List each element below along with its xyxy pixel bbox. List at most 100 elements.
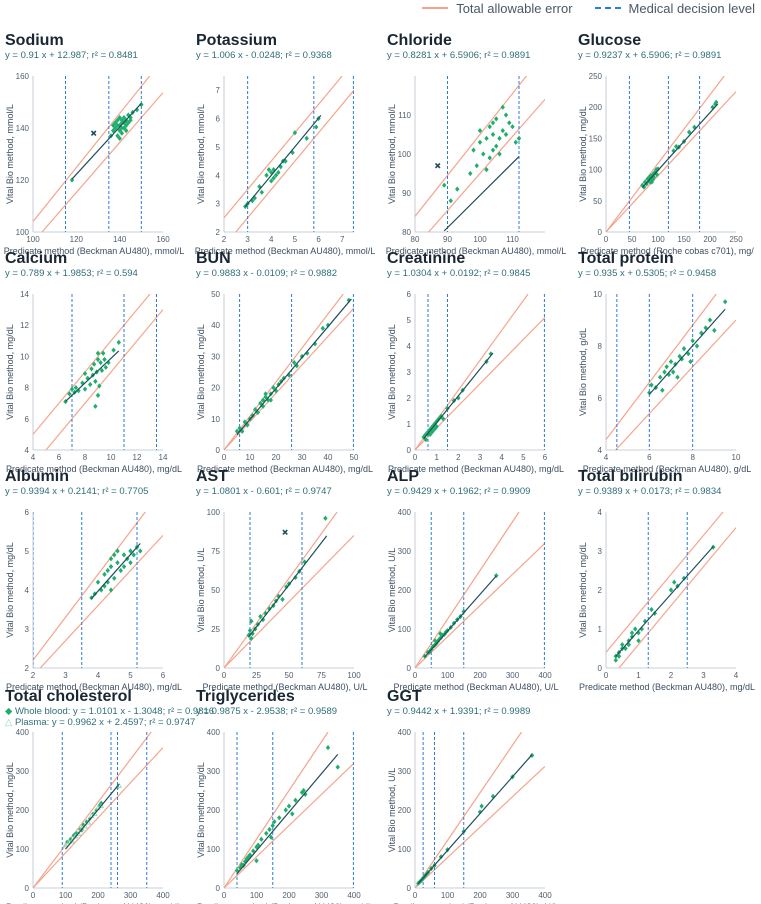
y-tick-label: 8 [598,342,603,351]
data-point [427,426,433,432]
regression-line [71,102,142,180]
x-tick-label: 4 [96,671,101,680]
regression-line [641,103,719,188]
x-tick-label: 0 [31,891,36,900]
total-allowable-error-line [615,319,736,450]
regression-line [424,575,497,658]
data-point [102,571,107,577]
data-point [293,797,298,803]
scatter-plot: 0 1 2 3 4 0 1 2 3 4 Predicate method (Beckman AU48… [578,508,755,692]
data-point [292,360,297,366]
data-point [438,413,444,419]
data-point [471,147,476,153]
total-allowable-error-line [33,294,151,435]
data-point [714,99,719,105]
plot-area [224,732,354,888]
series-marker-icon: △ [5,717,15,728]
x-tick-label: 0 [604,671,609,680]
data-point [660,387,665,393]
x-tick-label: 4 [499,453,504,462]
data-point [286,803,292,809]
data-point [440,632,445,638]
x-tick-label: 3 [245,235,250,244]
data-point [500,128,505,134]
data-point [434,424,439,430]
chart-title: GGT [387,688,422,705]
data-point [434,418,439,424]
plot-area [415,76,545,232]
chart-title: Chloride [387,32,452,49]
scatter-plot: 2 3 4 5 6 7 2 3 4 5 6 7 Predicate method (Beckman AU… [195,76,375,256]
y-tick-label: 0 [598,664,603,673]
x-tick-label: 6 [543,453,548,462]
data-point [263,394,268,400]
total-allowable-error-line [224,762,354,888]
x-tick-label: 10 [107,453,116,462]
data-point [105,567,110,574]
y-tick-label: 400 [207,728,221,737]
y-tick-label: 0 [216,884,221,893]
x-axis-label: Predicate method (Beckman AU480), mg/dL [579,682,755,692]
y-axis-label: Vital Bio method, U/L [387,548,397,632]
data-point [95,579,101,585]
data-point [432,421,437,427]
y-tick-label: 100 [398,845,412,854]
data-point [270,823,275,829]
y-tick-label: 1 [598,625,603,634]
y-tick-label: 0 [216,664,221,673]
x-tick-label: 6 [316,235,321,244]
y-tick-label: 2 [216,228,221,237]
chart-equation: y = 0.9237 x + 6.5906; r² = 0.9891 [578,50,722,61]
y-tick-label: 14 [20,290,29,299]
chart-equation: y = 0.9429 x + 0.1962; r² = 0.9909 [387,486,531,497]
data-point [246,632,251,638]
x-tick-label: 200 [282,891,296,900]
data-point [657,374,663,380]
y-tick-label: 2 [25,664,30,673]
data-point [269,178,274,184]
y-tick-label: 200 [16,806,30,815]
data-point [490,131,496,138]
chart-panel: AST y = 1.0801 x - 0.601; r² = 0.9747 0 25 5… [196,468,371,692]
total-allowable-error-line [606,91,736,232]
scatter-plot: 2 3 4 5 6 2 3 4 5 6 Predicate method (Beckman AU48… [5,508,182,692]
x-tick-label: 400 [347,891,361,900]
data-point [484,135,489,141]
data-point [128,548,133,554]
data-point [138,548,143,554]
series-marker-icon: ◆ [5,706,15,717]
y-tick-label: 400 [16,728,30,737]
x-axis-label: Predicate method (Beckman AU480), mmol/L [4,246,185,256]
x-axis-label: Predicate method (Beckman AU480), mg/dL [6,464,182,474]
total-allowable-error-line [415,542,545,668]
data-point [438,631,443,637]
data-point [335,764,340,770]
total-allowable-error-line [45,309,163,450]
y-tick-label: 50 [211,290,220,299]
data-point [303,791,308,797]
data-point [82,370,88,377]
data-point [672,579,677,585]
chart-panel: Albumin y = 0.9394 x + 0.2141; r² = 0.770… [5,468,182,692]
data-point [516,135,522,141]
data-point [88,381,93,388]
regression-line [91,543,141,599]
chart-equation: y = 1.0801 x - 0.601; r² = 0.9747 [196,486,332,497]
data-point [636,638,641,644]
legend-item-tae: Total allowable error [422,1,573,16]
data-point [121,552,127,558]
y-axis-label: Vital Bio method, mmol/L [196,104,206,204]
data-point [487,155,492,161]
x-tick-label: 4 [604,453,609,462]
x-tick-label: 6 [161,671,166,680]
x-tick-label: 50 [350,453,359,462]
x-tick-label: 0 [413,453,418,462]
data-point [249,618,254,624]
data-point [690,338,695,344]
data-point [280,596,285,602]
data-point [616,653,622,659]
x-tick-label: 1 [434,453,439,462]
data-point [655,166,661,172]
data-point [484,167,489,173]
data-point [117,115,122,121]
